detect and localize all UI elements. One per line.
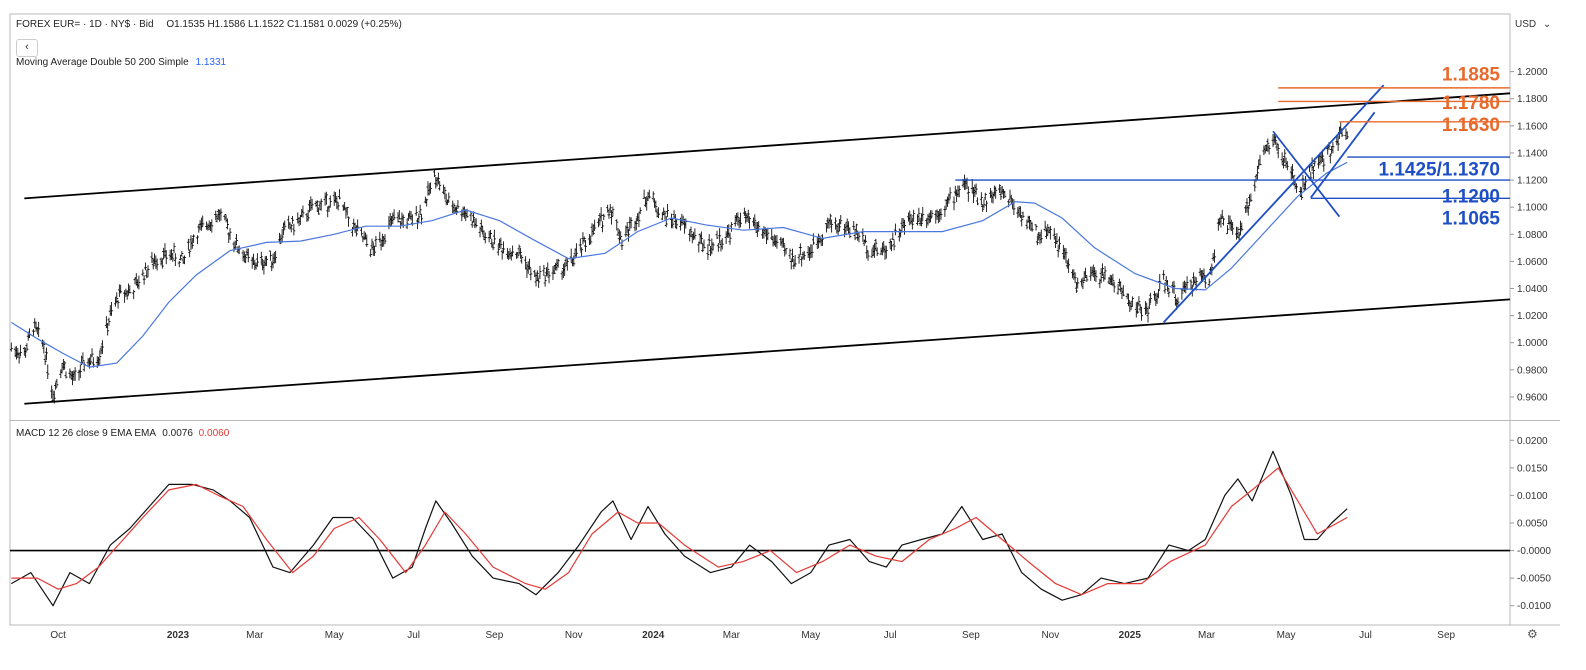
macd-value: 0.0076 (162, 428, 193, 439)
ma-value: 1.1331 (195, 57, 227, 68)
time-tick-label: 2023 (167, 630, 190, 641)
level-annotation: 1.1885 (1442, 65, 1501, 86)
ma-label: Moving Average Double 50 200 Simple (16, 57, 189, 68)
price-axis: 1.2000 1.1800 1.1600 1.1400 1.1200 1.1000 1.08… (1510, 67, 1548, 403)
time-tick-label: Sep (485, 630, 503, 641)
time-tick-label: Nov (1041, 630, 1059, 641)
time-tick-label: Mar (723, 630, 741, 641)
time-tick-label: Mar (246, 630, 264, 641)
level-annotation: 1.1425/1.1370 (1378, 160, 1500, 181)
time-tick-label: Mar (1198, 630, 1216, 641)
currency-selector[interactable]: USD ⌄ (1515, 19, 1551, 30)
time-tick-label: May (1277, 630, 1296, 641)
macd-legend: MACD 12 26 close 9 EMA EMA 0.0076 0.0060 (16, 428, 229, 439)
price-tick-label: 0.9800 (1517, 365, 1548, 376)
price-tick-label: 1.1200 (1517, 176, 1548, 187)
time-tick-label: Jul (1359, 630, 1372, 641)
macd-signal-line (11, 467, 1348, 596)
price-tick-label: 1.1400 (1517, 148, 1548, 159)
level-annotation: 1.1065 (1442, 208, 1501, 229)
flag-descending-line (1272, 130, 1341, 218)
symbol-text: FOREX EUR= · 1D · NY$ · Bid (16, 19, 154, 30)
settings-icon[interactable]: ⚙ (1527, 627, 1538, 641)
time-tick-label: Jul (884, 630, 897, 641)
macd-tick-label: -0.0000 (1517, 546, 1551, 557)
time-tick-label: Jul (407, 630, 420, 641)
time-axis: Oct 2023 Mar May Jul Sep Nov 2024 Mar May Jul Sep No… (50, 630, 1455, 641)
macd-tick-label: 0.0200 (1517, 436, 1548, 447)
macd-label: MACD 12 26 close 9 EMA EMA (16, 428, 156, 439)
time-tick-label: Nov (565, 630, 583, 641)
ma-legend: Moving Average Double 50 200 Simple 1.13… (16, 57, 226, 68)
price-bars (9, 122, 1349, 404)
price-tick-label: 1.0800 (1517, 230, 1548, 241)
price-tick-label: 1.1000 (1517, 203, 1548, 214)
macd-signal-value: 0.0060 (198, 428, 230, 439)
time-tick-label: 2025 (1119, 630, 1142, 641)
ohlc-text: O1.1535 H1.1586 L1.1522 C1.1581 0.0029 (… (166, 19, 402, 30)
macd-tick-label: 0.0150 (1517, 463, 1548, 474)
flag-cross-line (1310, 111, 1376, 199)
level-annotation: 1.1200 (1442, 187, 1500, 208)
rising-support-line (1162, 84, 1385, 324)
time-tick-label: May (801, 630, 820, 641)
level-annotation: 1.1780 (1442, 93, 1500, 114)
time-tick-label: Sep (962, 630, 980, 641)
price-tick-label: 1.2000 (1517, 67, 1548, 78)
macd-tick-label: 0.0100 (1517, 491, 1548, 502)
macd-axis: 0.0200 0.0150 0.0100 0.0050 -0.0000 -0.0050 -0… (1510, 436, 1551, 612)
time-tick-label: 2024 (642, 630, 665, 641)
price-tick-label: 1.1600 (1517, 121, 1548, 132)
chevron-left-icon: ‹ (25, 41, 29, 53)
collapse-button[interactable]: ‹ (16, 39, 38, 57)
macd-line (11, 450, 1348, 607)
price-tick-label: 1.0400 (1517, 284, 1548, 295)
macd-tick-label: 0.0050 (1517, 519, 1548, 530)
price-tick-label: 1.0000 (1517, 338, 1548, 349)
channel-top-line (24, 92, 1511, 200)
macd-tick-label: -0.0100 (1517, 601, 1551, 612)
price-tick-label: 0.9600 (1517, 392, 1548, 403)
macd-tick-label: -0.0050 (1517, 574, 1551, 585)
chevron-down-icon: ⌄ (1542, 19, 1552, 30)
price-tick-label: 1.0600 (1517, 257, 1548, 268)
time-tick-label: May (325, 630, 344, 641)
time-tick-label: Oct (50, 630, 66, 641)
moving-average-line (10, 161, 1348, 368)
channel-bottom-line (24, 298, 1511, 405)
symbol-line: FOREX EUR= · 1D · NY$ · Bid O1.1535 H1.1… (16, 19, 402, 30)
price-tick-label: 1.1800 (1517, 94, 1548, 105)
level-annotation: 1.1630 (1442, 115, 1500, 136)
time-tick-label: Sep (1437, 630, 1455, 641)
price-tick-label: 1.0200 (1517, 311, 1548, 322)
currency-label: USD (1515, 19, 1537, 30)
chart-lines (9, 84, 1511, 607)
